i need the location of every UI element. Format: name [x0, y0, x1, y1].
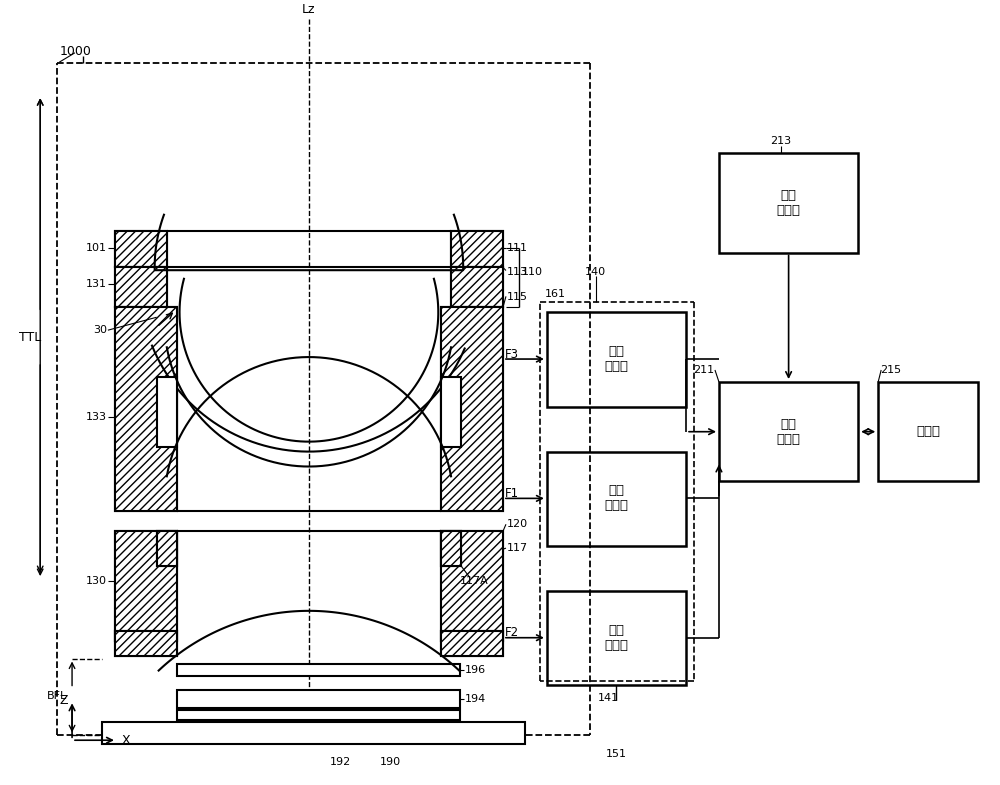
Bar [547, 312, 686, 407]
Bar [719, 153, 858, 253]
Text: 1000: 1000 [60, 45, 92, 58]
Polygon shape [451, 268, 503, 307]
Text: 30: 30 [93, 325, 107, 335]
Bar [441, 630, 503, 655]
Bar [177, 663, 460, 676]
Text: 120: 120 [507, 519, 528, 529]
Bar [547, 451, 686, 546]
Bar [441, 307, 503, 511]
Polygon shape [115, 531, 177, 641]
Polygon shape [115, 307, 177, 511]
Text: 113: 113 [507, 268, 528, 277]
Text: 110: 110 [522, 268, 543, 277]
Text: 温度
传感器: 温度 传感器 [777, 189, 801, 217]
Text: 192: 192 [330, 757, 351, 767]
Bar [441, 531, 461, 566]
Bar [115, 231, 167, 268]
Polygon shape [157, 531, 177, 566]
Text: X: X [122, 734, 130, 747]
Text: 第二
驱动部: 第二 驱动部 [604, 624, 628, 652]
Bar [115, 307, 177, 511]
Text: 111: 111 [507, 243, 528, 253]
Text: 141: 141 [598, 693, 619, 703]
Bar [719, 382, 858, 481]
Bar [102, 722, 525, 744]
Polygon shape [451, 231, 503, 268]
Bar [441, 377, 461, 447]
Text: 140: 140 [585, 268, 606, 277]
Text: F2: F2 [505, 626, 519, 639]
Bar [157, 377, 177, 447]
Bar [177, 691, 460, 708]
Text: 130: 130 [86, 576, 107, 586]
Bar [157, 377, 177, 447]
Text: 194: 194 [465, 695, 486, 704]
Bar [441, 377, 461, 447]
Text: 215: 215 [880, 365, 901, 375]
Polygon shape [441, 307, 503, 511]
Polygon shape [441, 531, 503, 641]
Bar [878, 382, 978, 481]
Bar [115, 531, 177, 641]
Text: 211: 211 [693, 365, 714, 375]
Bar [115, 630, 177, 655]
Polygon shape [115, 231, 167, 268]
Text: F1: F1 [505, 487, 519, 500]
Text: 第一
驱动部: 第一 驱动部 [604, 484, 628, 513]
Text: 115: 115 [507, 292, 528, 302]
Text: TTL: TTL [19, 330, 41, 344]
Text: 存储部: 存储部 [916, 425, 940, 438]
Bar [451, 231, 503, 268]
Text: 133: 133 [86, 412, 107, 422]
Polygon shape [441, 531, 461, 566]
Bar [115, 268, 167, 307]
Polygon shape [115, 268, 167, 307]
Bar [451, 268, 503, 307]
Bar [177, 710, 460, 721]
Text: Lz: Lz [302, 2, 316, 16]
Text: 温度
补偿部: 温度 补偿部 [777, 418, 801, 446]
Text: 101: 101 [86, 243, 107, 253]
Text: 161: 161 [545, 290, 566, 299]
Polygon shape [115, 630, 177, 655]
Text: 151: 151 [606, 749, 627, 759]
Polygon shape [441, 630, 503, 655]
Text: 117A: 117A [460, 576, 489, 586]
Bar [547, 591, 686, 685]
Text: BFL: BFL [47, 692, 67, 702]
Text: 190: 190 [380, 757, 401, 767]
Text: 第三
驱动部: 第三 驱动部 [604, 345, 628, 373]
Text: Z: Z [60, 694, 68, 707]
Text: 117: 117 [507, 543, 528, 553]
Bar [441, 531, 503, 641]
Text: 196: 196 [465, 665, 486, 674]
Bar [157, 531, 177, 566]
Text: F3: F3 [505, 348, 519, 360]
Text: 131: 131 [86, 279, 107, 290]
Text: 213: 213 [770, 136, 791, 146]
